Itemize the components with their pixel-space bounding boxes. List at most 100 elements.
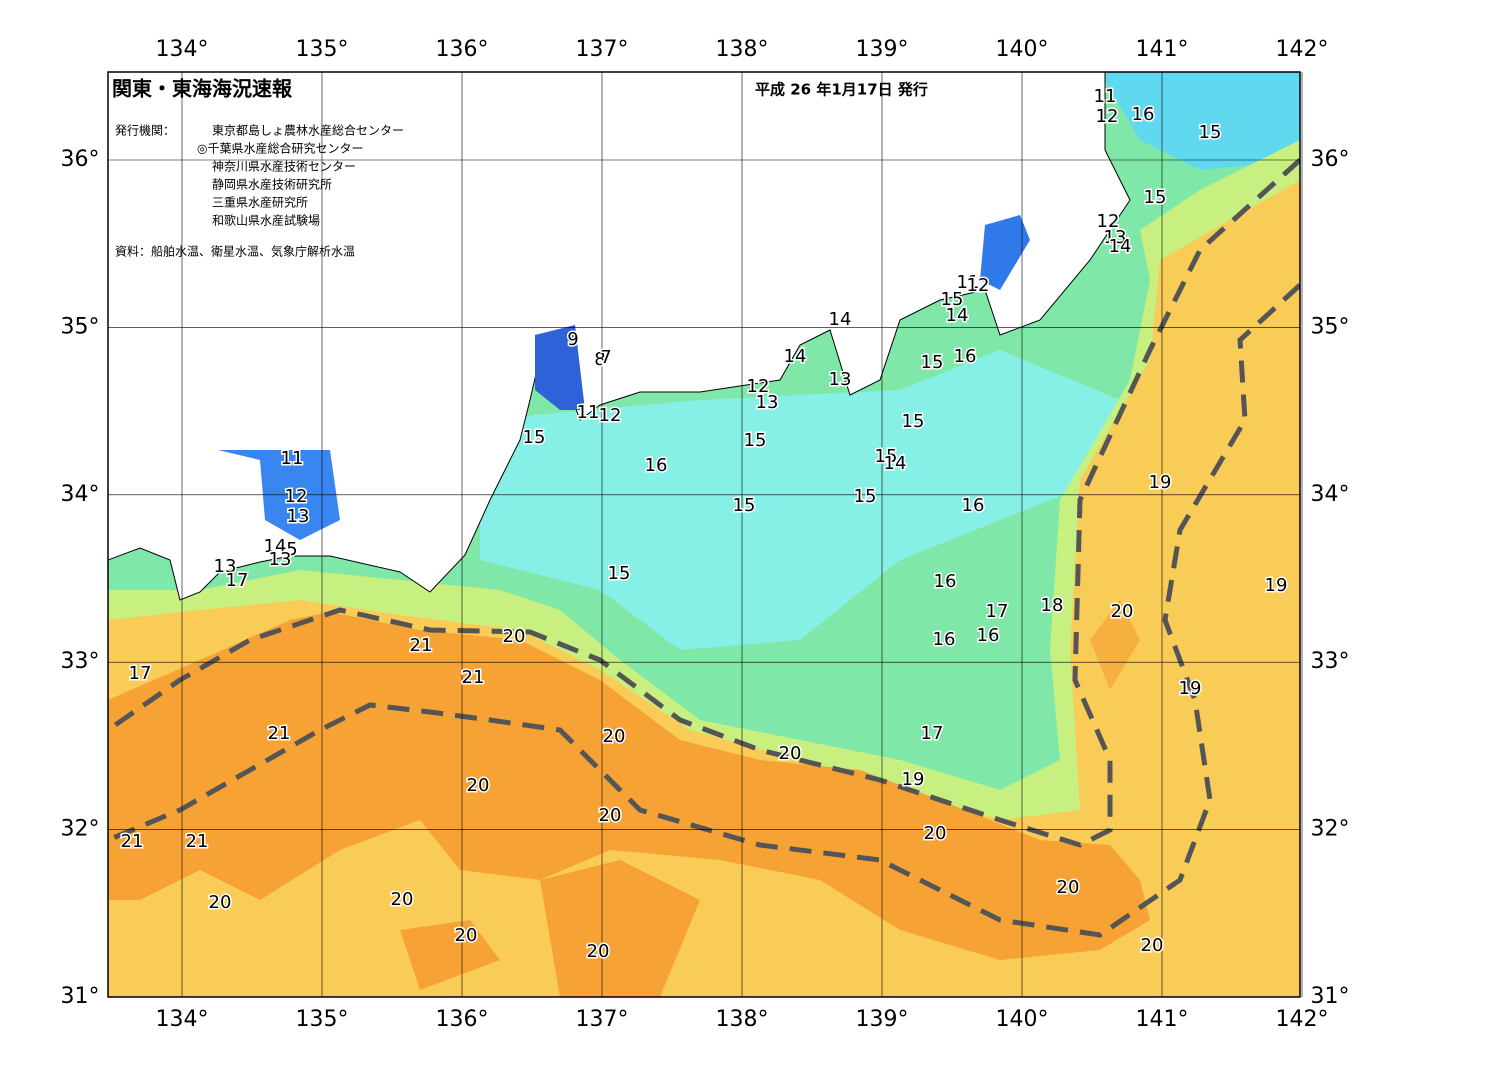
lat-label: 31° [1311,984,1350,1009]
isotherm-label: 11 [957,272,980,293]
lon-label: 138° [716,37,769,62]
isotherm-label: 15 [921,352,944,373]
issuer: ◎千葉県水産総合研究センター [197,141,363,156]
sea-cyan [480,350,1120,650]
issuer: 和歌山県水産試験場 [212,213,320,228]
isotherm-label: 12 [747,376,770,397]
isotherm-label: 20 [779,743,802,764]
isotherm-label: 15 [744,430,767,451]
isotherm-label: 16 [954,346,977,367]
lat-label: 31° [61,984,100,1009]
sea-eddy [1090,600,1140,690]
lon-label: 137° [576,1007,629,1032]
kuroshio-axis [108,283,1300,938]
lon-label: 141° [1136,37,1189,62]
isotherm-label: 15 [854,486,877,507]
issuer: 三重県水産研究所 [212,195,308,210]
isotherm-label: 15 [941,289,964,310]
lon-label: 136° [436,37,489,62]
isotherm-label: 15 [608,563,631,584]
isotherm-label: 12 [1096,106,1119,127]
isotherm-label: 20 [924,823,947,844]
isotherm-label: 15 [902,411,925,432]
lat-label: 35° [1311,314,1350,339]
isotherm-label: 14 [946,305,969,326]
isotherm-label: 13 [1104,227,1127,248]
lon-label: 142° [1276,1007,1329,1032]
lat-label: 36° [61,147,100,172]
isotherm-label: 20 [587,941,610,962]
lat-label: 35° [61,314,100,339]
isotherm-label: 13 [214,556,237,577]
isotherm-label: 21 [121,831,144,852]
isotherm-label: 20 [467,775,490,796]
isotherm-label: 9 [567,329,578,350]
isotherm-label: 12 [967,275,990,296]
isotherm-label: 20 [1111,601,1134,622]
graticule [108,72,1303,998]
isotherm-label: 14 [784,346,807,367]
isotherm-label: 15 [875,446,898,467]
isotherm-label: 20 [1141,935,1164,956]
lon-label: 142° [1276,37,1329,62]
isotherm-label: 16 [933,629,956,650]
lat-label: 32° [1311,817,1350,842]
isotherm-label: 20 [1057,877,1080,898]
isotherm-label: 5 [286,539,297,560]
isotherm-label: 17 [986,601,1009,622]
isotherm-label: 15 [733,495,756,516]
isotherm-label: 18 [1041,595,1064,616]
lon-label: 136° [436,1007,489,1032]
lat-label: 34° [1311,482,1350,507]
isotherm-label: 12 [1097,211,1120,232]
map-title: 関東・東海海況速報 [112,77,293,101]
isotherm-label: 13 [287,506,310,527]
isotherm-label: 12 [285,486,308,507]
isotherm-label: 14 [1109,236,1132,257]
lon-label: 138° [716,1007,769,1032]
lon-label: 137° [576,37,629,62]
lon-label: 139° [856,1007,909,1032]
isotherm-label: 11 [577,402,600,423]
isotherm-label: 20 [503,626,526,647]
isotherm-label: 16 [645,455,668,476]
isotherm-label: 17 [129,663,152,684]
isotherm-label: 17 [921,723,944,744]
isotherm-label: 17 [226,570,249,591]
land [108,72,1131,601]
lon-label: 139° [856,37,909,62]
isotherm-label: 13 [756,392,779,413]
lon-label: 140° [996,1007,1049,1032]
lon-label: 134° [156,1007,209,1032]
isotherm-label: 21 [268,723,291,744]
isotherm-label: 19 [1149,472,1172,493]
isotherm-label: 21 [462,667,485,688]
tokyo-bay [980,215,1030,290]
lat-label: 32° [61,817,100,842]
source-note: 資料：船舶水温、衛星水温、気象庁解析水温 [115,244,355,259]
isotherm-label: 11 [1094,86,1117,107]
lat-label: 34° [61,482,100,507]
sea-layers [108,72,1300,997]
isotherm-label: 21 [410,635,433,656]
isotherm-label: 19 [1265,575,1288,596]
ise-bay [535,325,585,410]
kuroshio-axis [108,158,1300,848]
isotherm-label: 20 [209,892,232,913]
isotherm-label: 19 [1179,678,1202,699]
lon-label: 140° [996,37,1049,62]
issuer: 東京都島しょ農林水産総合センター [212,123,404,138]
issuer: 神奈川県水産技術センター [212,159,356,174]
issue-date: 平成 26 年1月17日 発行 [755,81,928,99]
isotherm-label: 15 [1144,187,1167,208]
isotherm-label: 20 [455,925,478,946]
isotherm-label: 16 [962,495,985,516]
lon-label: 134° [156,37,209,62]
isotherm-label: 16 [977,625,1000,646]
sea-cool [1100,72,1300,170]
isotherm-label: 11 [281,448,304,469]
map-frame [107,71,1301,998]
isotherm-label: 16 [934,571,957,592]
isotherm-label: 21 [186,831,209,852]
